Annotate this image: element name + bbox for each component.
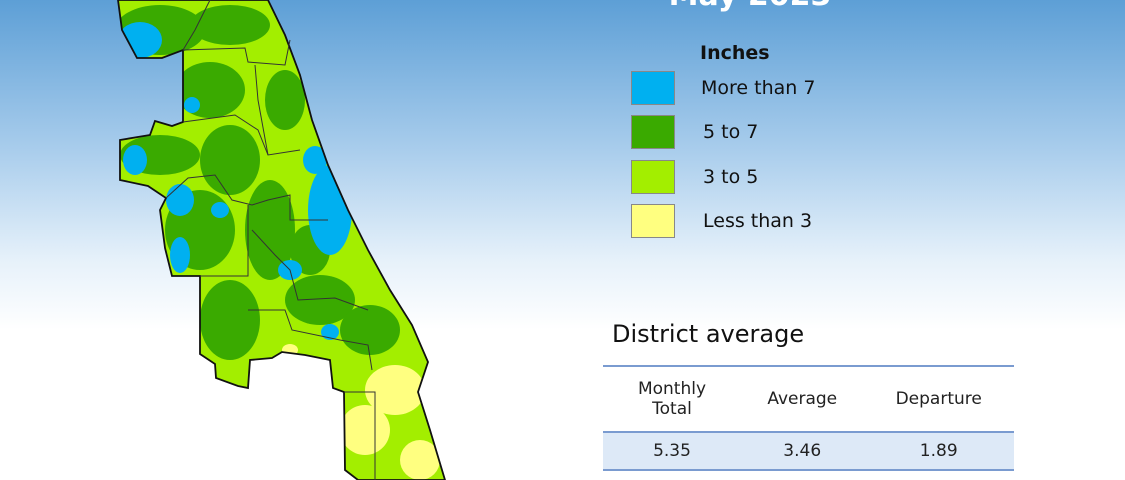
- data-row: 5.35 3.46 1.89: [603, 432, 1014, 471]
- legend-swatch: [631, 71, 675, 105]
- legend-label: 3 to 5: [703, 166, 759, 188]
- legend-label: Less than 3: [703, 210, 813, 232]
- header-cell: Average: [741, 365, 864, 433]
- header-row: Monthly Total Average Departure: [603, 365, 1014, 433]
- cell: 1.89: [863, 432, 1014, 471]
- legend-swatch: [631, 204, 675, 238]
- legend-item: Less than 3: [631, 204, 891, 238]
- header-cell: Monthly Total: [603, 365, 741, 433]
- legend-item: More than 7: [631, 71, 891, 105]
- legend-label: 5 to 7: [703, 121, 759, 143]
- header-cell: Departure: [863, 365, 1014, 433]
- legend-item: 3 to 5: [631, 160, 891, 194]
- legend-swatch: [631, 160, 675, 194]
- county-lines: [165, 0, 376, 480]
- cell: 5.35: [603, 432, 741, 471]
- district-outline: [117, 0, 446, 480]
- legend-title: Inches: [700, 42, 770, 64]
- average-table: Monthly Total Average Departure 5.35 3.4…: [603, 365, 1014, 471]
- table-title: District average: [612, 320, 805, 348]
- legend-swatch: [631, 115, 675, 149]
- cell: 3.46: [741, 432, 864, 471]
- map-title: May 2023: [600, 0, 900, 13]
- legend-item: 5 to 7: [631, 115, 891, 149]
- legend-label: More than 7: [701, 77, 816, 99]
- rainfall-map: [117, 0, 446, 480]
